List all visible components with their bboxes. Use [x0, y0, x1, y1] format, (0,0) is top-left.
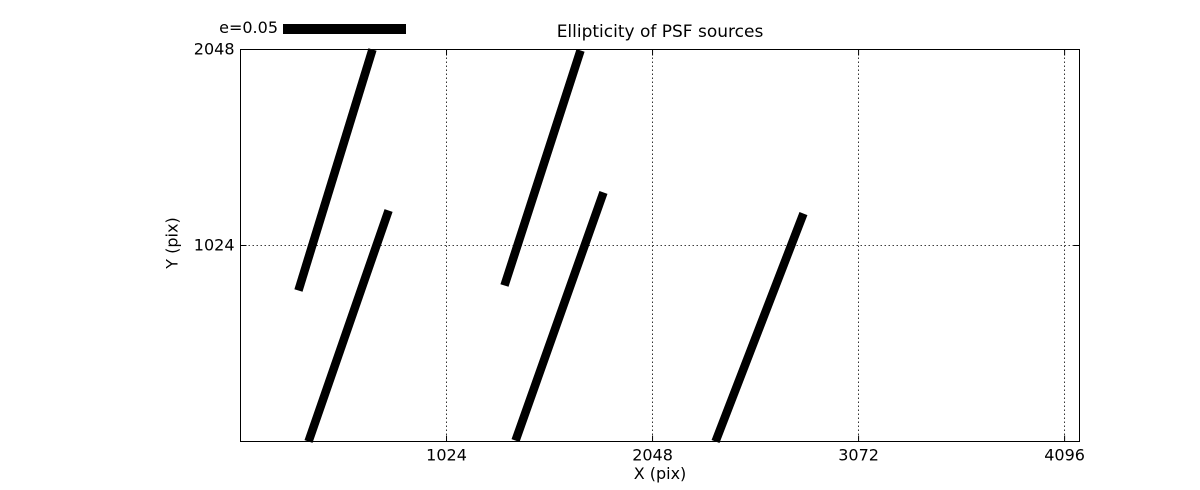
ellipticity-whisker: [711, 212, 808, 444]
y-tick-label: 1024: [194, 236, 235, 255]
ellipticity-whisker: [304, 209, 393, 443]
x-tick-label: 4096: [1044, 446, 1085, 465]
ellipticity-whisker: [500, 49, 585, 287]
legend-scale-bar-icon: [283, 24, 406, 34]
ellipticity-whisker: [511, 191, 608, 442]
x-tick-label: 2048: [632, 446, 673, 465]
legend: e=0.05: [0, 18, 420, 40]
x-tick-label: 1024: [426, 446, 467, 465]
chart-title: Ellipticity of PSF sources: [556, 22, 764, 42]
y-axis-label: Y (pix): [162, 217, 182, 269]
legend-label: e=0.05: [219, 18, 278, 37]
plot-frame: [240, 49, 1080, 442]
ellipticity-whisker: [294, 48, 377, 292]
x-axis-label: X (pix): [633, 464, 687, 483]
y-tick-label: 2048: [194, 40, 235, 59]
x-tick-label: 3072: [838, 446, 879, 465]
